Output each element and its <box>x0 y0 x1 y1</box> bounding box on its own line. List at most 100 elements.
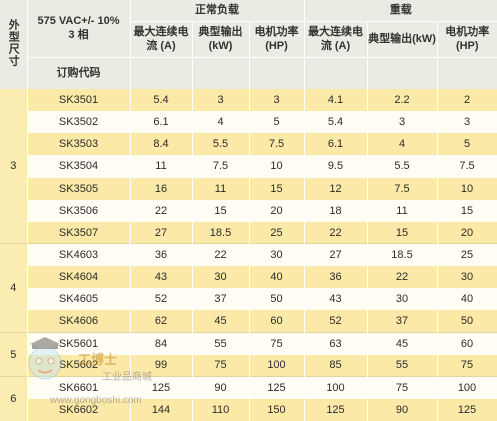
heavy-motor-cell: 30 <box>437 266 497 289</box>
heavy-motor-cell: 60 <box>437 331 497 355</box>
heavy-output-cell: 7.5 <box>367 177 438 200</box>
normal-current-cell: 16 <box>130 177 193 200</box>
size-cell: 3 <box>0 89 28 244</box>
heavy-output-cell: 37 <box>367 310 438 333</box>
normal-current-cell: 144 <box>130 398 193 421</box>
heavy-duty-header: 重载 <box>304 0 497 22</box>
heavy-current-cell: 100 <box>304 376 368 399</box>
normal-output-cell: 5.5 <box>192 133 250 156</box>
size-header-label: 外型尺寸 <box>7 18 20 67</box>
table-row: SK3507 27 18.5 25 22 15 20 <box>0 221 497 244</box>
voltage-header: 575 VAC+/- 10% 3 相 <box>27 0 131 58</box>
heavy-output-cell: 3 <box>367 111 438 134</box>
heavy-current-cell: 125 <box>304 398 368 421</box>
heavy-current-header: 最大连续电流 (A) <box>304 21 368 58</box>
heavy-output-cell: 11 <box>367 199 438 222</box>
heavy-current-cell: 18 <box>304 199 368 222</box>
table-row: SK3503 8.4 5.5 7.5 6.1 4 5 <box>0 133 497 156</box>
table-row: SK5602 99 75 100 85 55 75 <box>0 354 497 377</box>
heavy-motor-cell: 5 <box>437 133 497 156</box>
size-header: 外型尺寸 <box>0 0 28 89</box>
heavy-motor-cell: 50 <box>437 310 497 333</box>
heavy-output-cell: 90 <box>367 398 438 421</box>
heavy-current-cell: 12 <box>304 177 368 200</box>
heavy-motor-cell: 100 <box>437 376 497 399</box>
heavy-output-cell: 30 <box>367 288 438 311</box>
normal-motor-cell: 3 <box>249 89 305 112</box>
normal-duty-header: 正常负载 <box>130 0 305 22</box>
order-code-cell: SK3502 <box>27 111 131 134</box>
order-code-cell: SK3506 <box>27 199 131 222</box>
heavy-output-cell: 5.5 <box>367 155 438 178</box>
heavy-output-cell: 75 <box>367 376 438 399</box>
heavy-motor-cell: 3 <box>437 111 497 134</box>
normal-motor-cell: 20 <box>249 199 305 222</box>
table-row: 6 SK6601 125 90 125 100 75 100 <box>0 376 497 421</box>
order-code-cell: SK3501 <box>27 89 131 112</box>
normal-current-cell: 125 <box>130 376 193 399</box>
normal-current-cell: 36 <box>130 243 193 266</box>
order-code-cell: SK3507 <box>27 221 131 244</box>
heavy-current-cell: 5.4 <box>304 111 368 134</box>
voltage-label: 575 VAC+/- 10% <box>37 15 120 28</box>
normal-output-cell: 45 <box>192 310 250 333</box>
normal-output-cell: 75 <box>192 354 250 377</box>
normal-output-cell: 37 <box>192 288 250 311</box>
normal-motor-cell: 50 <box>249 288 305 311</box>
heavy-current-cell: 85 <box>304 354 368 377</box>
normal-current-cell: 27 <box>130 221 193 244</box>
heavy-motor-cell: 25 <box>437 243 497 266</box>
table-row: SK3505 16 11 15 12 7.5 10 <box>0 177 497 200</box>
normal-motor-header: 电机功率(HP) <box>249 21 305 58</box>
normal-current-cell: 52 <box>130 288 193 311</box>
heavy-motor-cell: 125 <box>437 398 497 421</box>
heavy-current-cell: 4.1 <box>304 89 368 112</box>
normal-output-cell: 90 <box>192 376 250 399</box>
normal-current-cell: 6.1 <box>130 111 193 134</box>
normal-output-cell: 110 <box>192 398 250 421</box>
normal-motor-cell: 100 <box>249 354 305 377</box>
heavy-motor-cell: 2 <box>437 89 497 112</box>
normal-motor-cell: 40 <box>249 266 305 289</box>
normal-output-cell: 55 <box>192 331 250 355</box>
normal-motor-cell: 5 <box>249 111 305 134</box>
heavy-output-cell: 2.2 <box>367 89 438 112</box>
normal-current-cell: 22 <box>130 199 193 222</box>
table-row: SK4606 62 45 60 52 37 50 <box>0 310 497 333</box>
normal-current-cell: 84 <box>130 331 193 355</box>
table-row: 3 SK3501 5.4 3 3 4.1 2.2 2 <box>0 89 497 244</box>
normal-motor-cell: 60 <box>249 310 305 333</box>
table-row: SK3502 6.1 4 5 5.4 3 3 <box>0 111 497 134</box>
table-row: SK3504 11 7.5 10 9.5 5.5 7.5 <box>0 155 497 178</box>
normal-output-cell: 7.5 <box>192 155 250 178</box>
normal-motor-cell: 10 <box>249 155 305 178</box>
order-code-cell: SK3504 <box>27 155 131 178</box>
normal-output-cell: 3 <box>192 89 250 112</box>
heavy-current-cell: 22 <box>304 221 368 244</box>
normal-motor-cell: 125 <box>249 376 305 399</box>
heavy-motor-cell: 75 <box>437 354 497 377</box>
size-cell: 4 <box>0 243 28 333</box>
normal-output-cell: 15 <box>192 199 250 222</box>
heavy-current-cell: 27 <box>304 243 368 266</box>
normal-motor-cell: 150 <box>249 398 305 421</box>
normal-current-cell: 8.4 <box>130 133 193 156</box>
normal-motor-cell: 30 <box>249 243 305 266</box>
order-code-cell: SK4604 <box>27 266 131 289</box>
heavy-motor-cell: 20 <box>437 221 497 244</box>
table-body: 3 SK3501 5.4 3 3 4.1 2.2 2 SK3502 6.1 4 5 5.4 3 3 SK350… <box>0 89 497 421</box>
normal-current-cell: 5.4 <box>130 89 193 112</box>
table-row: SK4604 43 30 40 36 22 30 <box>0 266 497 289</box>
normal-current-header: 最大连续电流 (A) <box>130 21 193 58</box>
order-code-cell: SK4605 <box>27 288 131 311</box>
table-row: 4 SK4603 36 22 30 27 18.5 25 <box>0 243 497 333</box>
order-code-cell: SK6601 <box>27 376 131 399</box>
normal-current-cell: 99 <box>130 354 193 377</box>
size-cell: 5 <box>0 331 28 377</box>
heavy-current-cell: 6.1 <box>304 133 368 156</box>
size-cell: 6 <box>0 376 28 421</box>
table-row: 5 SK5601 84 55 75 63 45 60 <box>0 331 497 377</box>
normal-current-cell: 62 <box>130 310 193 333</box>
heavy-current-cell: 63 <box>304 331 368 355</box>
